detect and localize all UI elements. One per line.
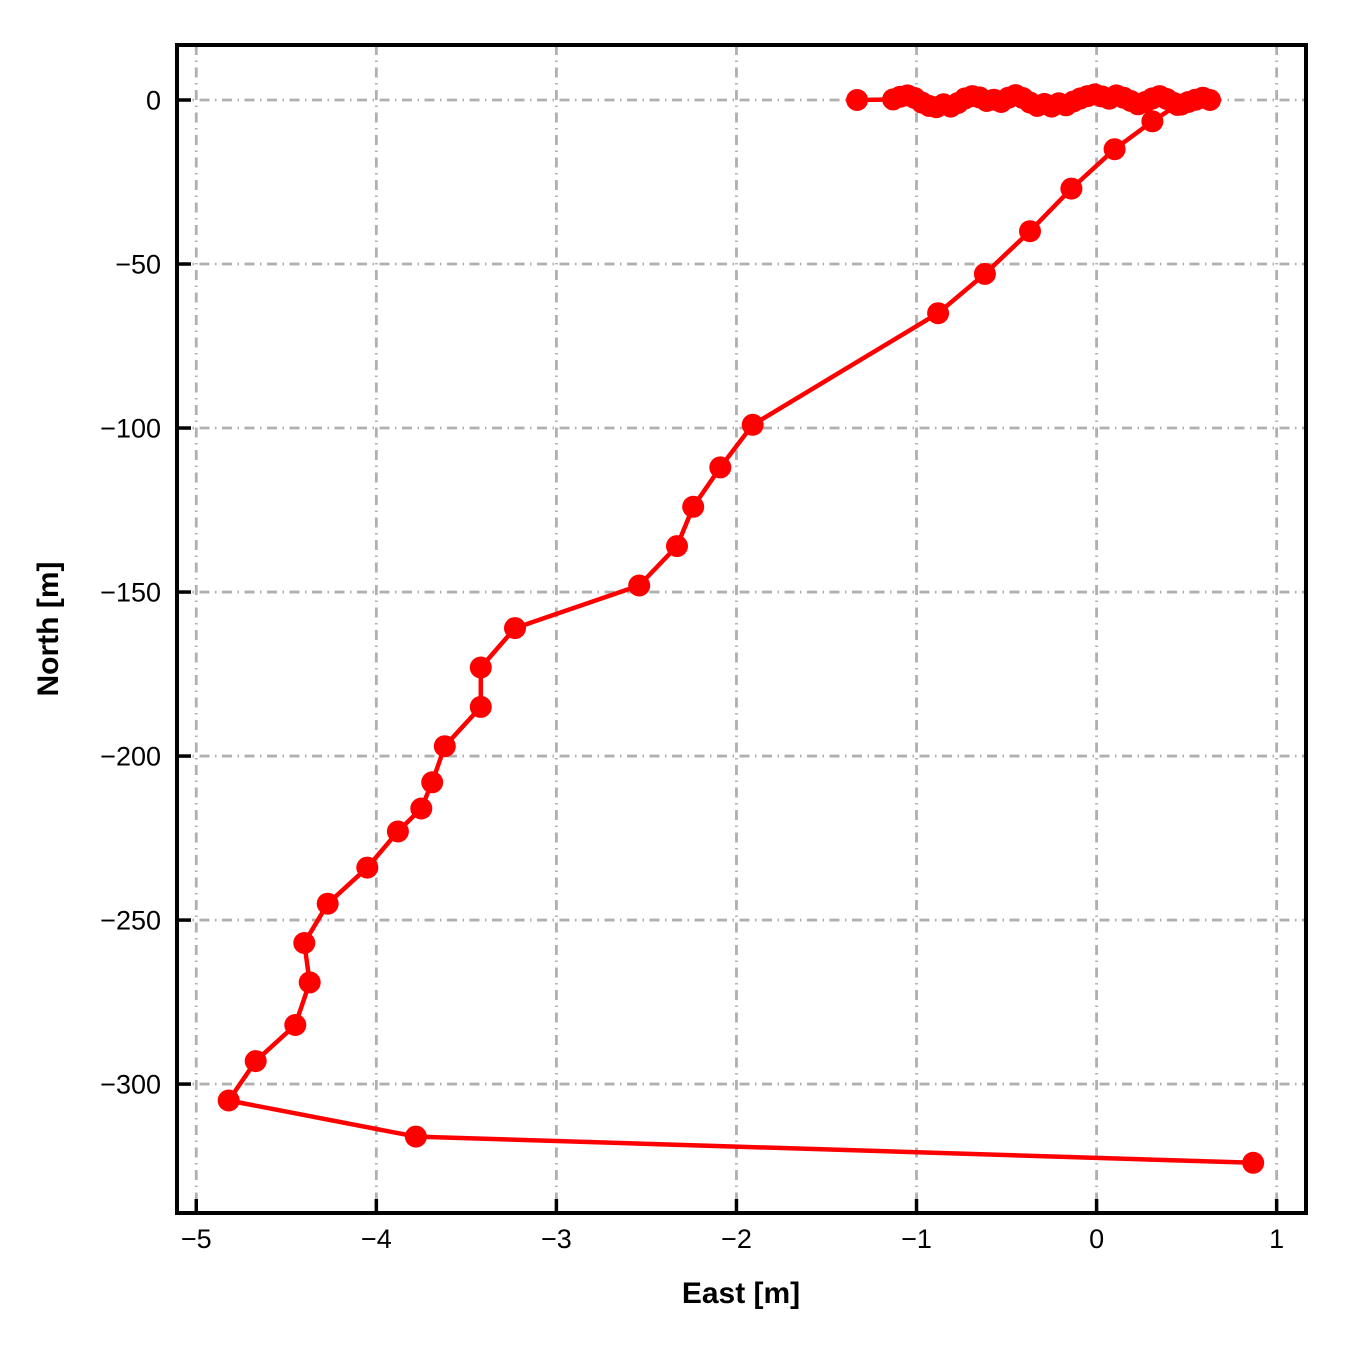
- data-point-marker: [666, 535, 688, 558]
- data-point-marker: [927, 302, 950, 325]
- data-point-marker: [293, 932, 316, 954]
- data-point-marker: [356, 856, 379, 879]
- data-point-marker: [628, 574, 651, 597]
- data-point-marker: [410, 797, 433, 820]
- data-point-marker: [973, 262, 996, 285]
- data-point-marker: [298, 971, 321, 994]
- y-tick-label: −50: [115, 250, 161, 280]
- x-tick-label: −1: [901, 1224, 932, 1254]
- data-point-marker: [469, 656, 492, 679]
- data-point-marker: [1199, 89, 1221, 111]
- y-tick-label: −250: [100, 906, 161, 936]
- data-point-marker: [1019, 220, 1041, 243]
- data-point-marker: [421, 771, 444, 794]
- data-point-marker: [404, 1125, 427, 1148]
- data-point-marker: [386, 820, 409, 843]
- data-point-marker: [433, 735, 456, 758]
- data-point-marker: [1242, 1151, 1265, 1174]
- data-point-marker: [1060, 177, 1083, 200]
- data-point-marker: [846, 89, 869, 111]
- x-tick-label: −4: [361, 1224, 392, 1254]
- data-point-marker: [469, 695, 492, 718]
- plot-background: [177, 45, 1306, 1213]
- y-tick-label: −100: [100, 414, 161, 444]
- x-axis-label: East [m]: [682, 1277, 800, 1310]
- x-tick-label: 0: [1089, 1224, 1104, 1254]
- data-point-marker: [1141, 110, 1164, 133]
- y-tick-label: 0: [146, 86, 161, 116]
- plot-border: [175, 43, 1308, 1215]
- y-tick-label: −150: [100, 578, 161, 608]
- data-point-marker: [217, 1089, 240, 1112]
- x-tick-label: −2: [721, 1224, 752, 1254]
- x-tick-label: −3: [541, 1224, 572, 1254]
- axis-ticks: [177, 98, 1279, 1213]
- data-point-marker: [244, 1050, 267, 1073]
- y-tick-label: −300: [100, 1070, 161, 1100]
- data-point-marker: [316, 892, 339, 915]
- data-point-marker: [1103, 138, 1126, 161]
- data-point-marker: [709, 456, 732, 479]
- data-point-marker: [284, 1014, 307, 1036]
- trajectory-series: [217, 83, 1265, 1174]
- x-tick-label: 1: [1269, 1224, 1284, 1254]
- data-point-marker: [682, 495, 705, 518]
- y-tick-label: −200: [100, 742, 161, 772]
- grid-lines: [177, 45, 1306, 1213]
- tick-labels: −5 −4 −3 −2 −1 0 1 0 −50 −100 −150 −200 −250 −300: [100, 86, 1284, 1254]
- x-tick-label: −5: [181, 1224, 212, 1254]
- data-point-marker: [741, 413, 764, 436]
- data-point-marker: [504, 617, 526, 640]
- data-point-marker: [1166, 93, 1189, 116]
- y-axis-label: North [m]: [32, 562, 65, 697]
